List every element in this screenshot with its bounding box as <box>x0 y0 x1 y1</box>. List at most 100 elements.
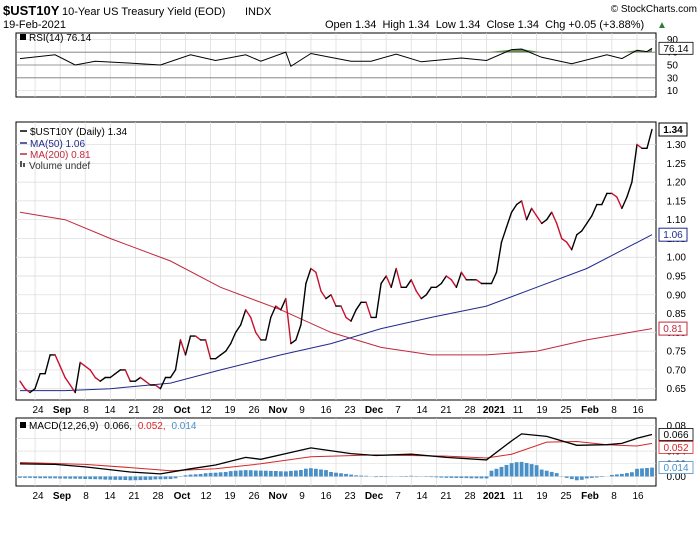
x-axis-label-middle: 14 <box>104 405 116 416</box>
macd-histogram-bar <box>334 473 338 477</box>
macd-histogram-bar <box>445 477 449 478</box>
x-axis-label-middle: 9 <box>299 405 305 416</box>
macd-histogram-bar <box>38 477 42 479</box>
macd-histogram-bar <box>460 477 464 479</box>
macd-histogram-bar <box>520 462 524 477</box>
macd-histogram-bar <box>354 475 358 476</box>
ohlc-readout: Open 1.34 High 1.34 Low 1.34 Close 1.34 … <box>325 19 644 31</box>
price-tick-label: 0.95 <box>667 272 687 283</box>
macd-histogram-bar <box>590 477 594 478</box>
macd-histogram-bar <box>364 476 368 477</box>
macd-histogram-bar <box>455 477 459 479</box>
macd-histogram-bar <box>234 471 238 477</box>
macd-histogram-bar <box>525 463 529 477</box>
x-axis-label-middle: 16 <box>320 405 332 416</box>
macd-histogram-bar <box>580 477 584 480</box>
macd-histogram-bar <box>139 477 143 481</box>
x-axis-label-bottom: 24 <box>32 491 44 502</box>
macd-histogram-bar <box>164 477 168 480</box>
macd-histogram-bar <box>429 477 433 478</box>
macd-value-label: 0.066 <box>663 430 688 441</box>
macd-histogram-bar <box>319 470 323 477</box>
price-last-box: 1.34 <box>659 123 687 136</box>
macd-histogram-bar <box>344 474 348 477</box>
macd-histogram-bar <box>314 469 318 477</box>
macd-histogram-bar <box>570 477 574 480</box>
macd-histogram-bar <box>249 470 253 476</box>
x-axis-label-bottom: 25 <box>560 491 572 502</box>
rsi-tick-label: 50 <box>667 61 679 72</box>
x-axis-label-middle: Sep <box>53 405 71 416</box>
macd-histogram-bar <box>254 471 258 477</box>
macd-histogram-bar <box>600 477 604 478</box>
macd-histogram-bar <box>490 471 494 477</box>
macd-histogram-bar <box>134 477 138 481</box>
x-axis-label-bottom: 8 <box>611 491 617 502</box>
macd-histogram-bar <box>214 473 218 477</box>
macd-histogram-bar <box>103 477 107 480</box>
x-axis-label-middle: 28 <box>152 405 164 416</box>
macd-histogram-bar <box>113 477 117 480</box>
macd-histogram-bar <box>550 472 554 477</box>
macd-histogram-bar <box>374 477 378 478</box>
signal-value-box: 0.052 <box>659 441 693 454</box>
macd-histogram-bar <box>595 477 599 478</box>
macd-histogram-bar <box>189 475 193 477</box>
x-axis-label-middle: 7 <box>395 405 401 416</box>
macd-histogram-bar <box>289 471 293 477</box>
macd-histogram-bar <box>294 471 298 477</box>
macd-histogram-bar <box>279 471 283 476</box>
hist-value-box: 0.014 <box>659 462 693 475</box>
macd-histogram-bar <box>545 471 549 477</box>
x-axis-label-bottom: 8 <box>83 491 89 502</box>
instrument-name: 10-Year US Treasury Yield (EOD) <box>62 6 225 18</box>
price-legend-volume: Volume undef <box>29 161 90 172</box>
macd-histogram-bar <box>43 477 47 479</box>
macd-legend-prefix: MACD(12,26,9) <box>29 421 98 432</box>
x-axis-label-bottom: 28 <box>464 491 476 502</box>
macd-histogram-bar <box>485 477 489 479</box>
symbol-title: $UST10Y <box>3 3 60 18</box>
ma50-box: 1.06 <box>659 228 687 241</box>
macd-histogram-bar <box>585 477 589 479</box>
macd-histogram-bar <box>434 477 438 478</box>
macd-histogram-bar <box>535 465 539 476</box>
macd-histogram-bar <box>33 477 37 479</box>
x-axis-label-middle: 21 <box>128 405 140 416</box>
x-axis-label-middle: Oct <box>174 405 191 416</box>
x-axis-label-bottom: Feb <box>581 491 599 502</box>
macd-histogram-bar <box>219 472 223 476</box>
x-axis-label-bottom: 9 <box>299 491 305 502</box>
macd-histogram-bar <box>470 477 474 479</box>
x-axis-label-bottom: Nov <box>269 491 288 502</box>
x-axis-label-bottom: 19 <box>536 491 548 502</box>
macd-histogram-bar <box>204 473 208 476</box>
macd-histogram-bar <box>575 477 579 481</box>
macd-histogram-bar <box>184 475 188 476</box>
x-axis-label-bottom: 12 <box>200 491 212 502</box>
macd-histogram-bar <box>555 473 559 476</box>
macd-histogram-bar <box>404 476 408 477</box>
macd-histogram-bar <box>169 477 173 480</box>
macd-histogram-bar <box>439 477 443 478</box>
macd-histogram-bar <box>284 471 288 476</box>
signal-value-label: 0.052 <box>663 443 688 454</box>
macd-histogram-bar <box>610 475 614 477</box>
x-axis-label-middle: 23 <box>344 405 356 416</box>
volume-icon <box>20 161 22 167</box>
macd-histogram-bar <box>58 477 62 479</box>
macd-histogram-bar <box>48 477 52 479</box>
macd-histogram-bar <box>63 477 67 479</box>
macd-histogram-bar <box>68 477 72 479</box>
x-axis-label-middle: 12 <box>200 405 212 416</box>
macd-histogram-bar <box>515 462 519 476</box>
x-axis-label-bottom: 2021 <box>483 491 506 502</box>
x-axis-label-middle: 11 <box>513 405 524 416</box>
rsi-value-box: 76.14 <box>659 42 693 55</box>
x-axis-label-middle: 19 <box>536 405 548 416</box>
macd-histogram-bar <box>28 477 32 478</box>
macd-legend-hist: 0.014 <box>171 421 196 432</box>
macd-histogram-bar <box>224 472 228 476</box>
macd-value-box: 0.066 <box>659 429 693 442</box>
